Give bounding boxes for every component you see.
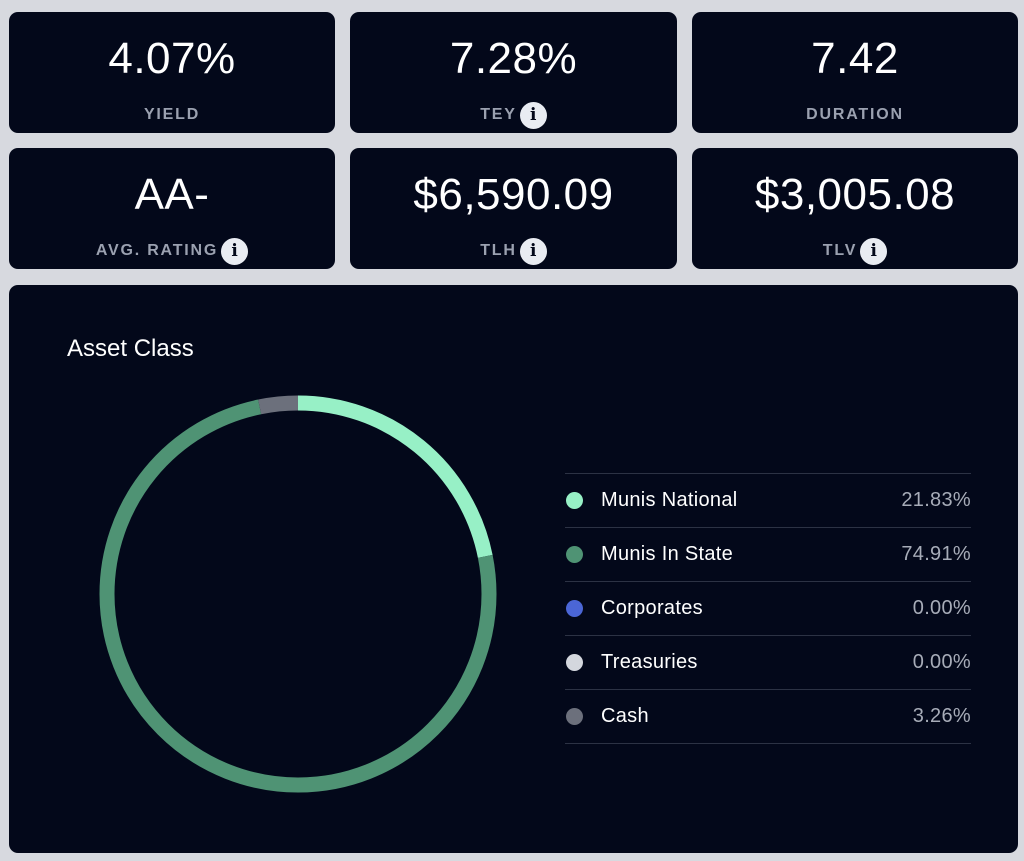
asset-class-title: Asset Class — [67, 335, 194, 362]
legend-dot-munis-national — [566, 492, 583, 509]
tey-value: 7.28% — [449, 34, 578, 83]
legend-label-corporates: Corporates — [601, 597, 703, 619]
avg-rating-info-icon[interactable]: i — [221, 237, 249, 265]
legend-dot-munis-in-state — [566, 546, 583, 563]
legend-item-cash: Cash 3.26% — [565, 690, 971, 744]
legend-value-corporates: 0.00% — [912, 597, 971, 619]
legend-item-munis-national: Munis National 21.83% — [565, 474, 971, 528]
yield-label: YIELD — [143, 106, 201, 123]
legend-label-munis-in-state: Munis In State — [601, 543, 734, 565]
tlv-label-row: TLV i — [692, 237, 1018, 265]
donut-segment-cash — [99, 395, 497, 793]
asset-class-card: Asset Class Munis National 21.83% Munis … — [9, 285, 1018, 853]
legend-value-munis-in-state: 74.91% — [901, 543, 971, 565]
tlh-value: $6,590.09 — [413, 170, 614, 219]
legend-dot-treasuries — [566, 654, 583, 671]
legend-label-treasuries: Treasuries — [601, 651, 698, 673]
tlh-card: $6,590.09 TLH i — [350, 148, 677, 269]
duration-label: DURATION — [806, 106, 904, 123]
tlh-info-icon[interactable]: i — [519, 237, 547, 265]
tlv-info-icon[interactable]: i — [860, 237, 888, 265]
tlv-card: $3,005.08 TLV i — [692, 148, 1018, 269]
yield-card: 4.07% YIELD — [9, 12, 335, 133]
avg-rating-card: AA- AVG. RATING i — [9, 148, 335, 269]
duration-value: 7.42 — [811, 34, 899, 83]
duration-label-row: DURATION — [692, 101, 1018, 129]
legend-label-cash: Cash — [601, 705, 649, 727]
asset-class-legend: Munis National 21.83% Munis In State 74.… — [565, 473, 971, 744]
avg-rating-value: AA- — [134, 170, 210, 219]
yield-value: 4.07% — [108, 34, 236, 83]
yield-label-row: YIELD — [9, 101, 335, 129]
legend-value-treasuries: 0.00% — [912, 651, 971, 673]
tlh-label-row: TLH i — [350, 237, 677, 265]
tey-label-row: TEY i — [350, 101, 677, 129]
legend-item-corporates: Corporates 0.00% — [565, 582, 971, 636]
tlv-value: $3,005.08 — [754, 170, 956, 219]
avg-rating-label: AVG. RATING — [95, 242, 219, 259]
avg-rating-label-row: AVG. RATING i — [9, 237, 335, 265]
legend-item-treasuries: Treasuries 0.00% — [565, 636, 971, 690]
asset-class-donut-chart — [99, 395, 497, 793]
legend-item-munis-in-state: Munis In State 74.91% — [565, 528, 971, 582]
duration-card: 7.42 DURATION — [692, 12, 1018, 133]
legend-dot-corporates — [566, 600, 583, 617]
donut-segment-munis-in-state — [99, 395, 497, 793]
legend-dot-cash — [566, 708, 583, 725]
tlh-label: TLH — [480, 242, 517, 259]
tlv-label: TLV — [822, 242, 858, 259]
legend-label-munis-national: Munis National — [601, 489, 738, 511]
legend-value-munis-national: 21.83% — [901, 489, 971, 511]
tey-info-icon[interactable]: i — [519, 101, 547, 129]
legend-value-cash: 3.26% — [912, 705, 971, 727]
tey-card: 7.28% TEY i — [350, 12, 677, 133]
tey-label: TEY — [480, 106, 517, 123]
